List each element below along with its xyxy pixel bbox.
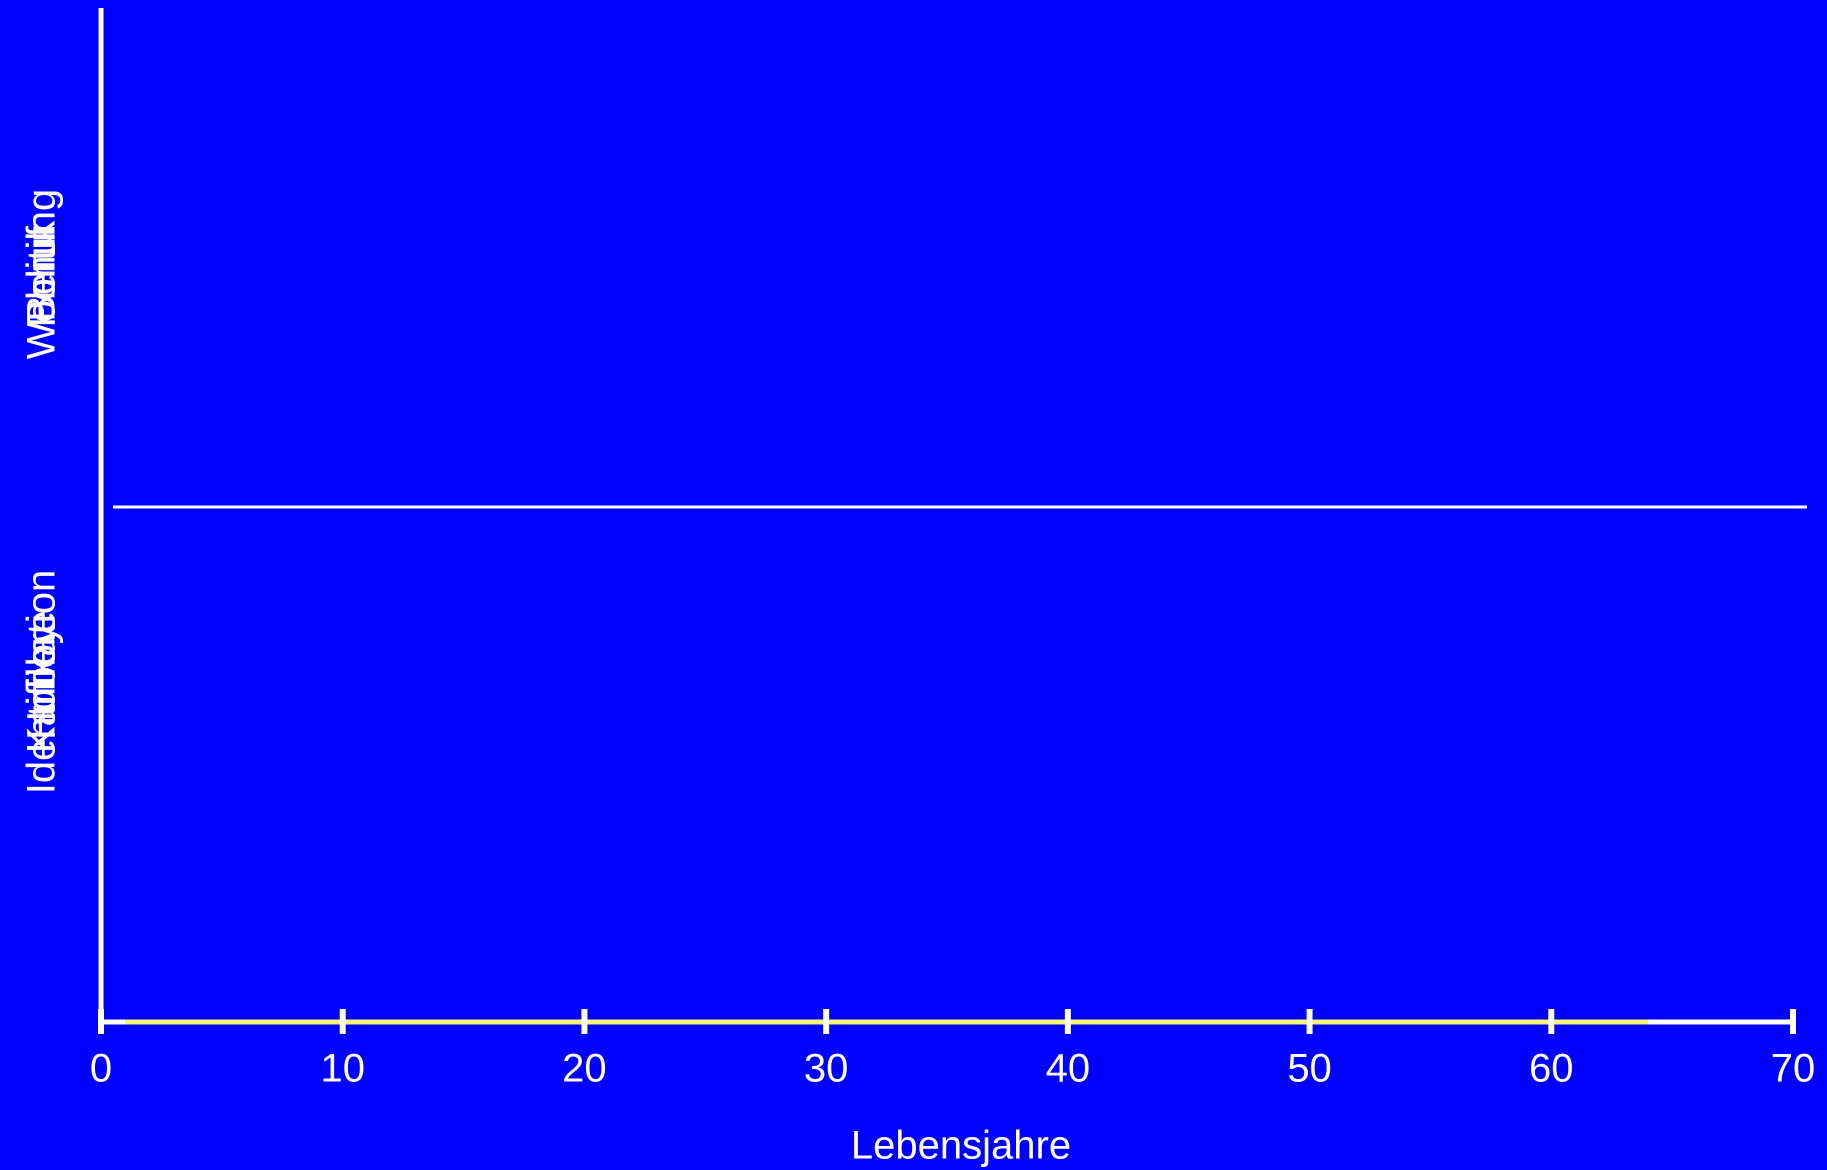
group-label: Wohnung xyxy=(20,189,64,360)
x-tick-label: 10 xyxy=(320,1047,365,1091)
group-label: Karriere xyxy=(20,611,64,753)
x-tick-label: 50 xyxy=(1287,1047,1332,1091)
x-tick-label: 60 xyxy=(1529,1047,1574,1091)
x-tick-label: 0 xyxy=(90,1047,112,1091)
x-tick-label: 20 xyxy=(562,1047,607,1091)
group-label: Politik xyxy=(20,220,64,328)
x-axis-label: Lebensjahre xyxy=(851,1124,1071,1168)
x-tick-label: 40 xyxy=(1046,1047,1091,1091)
x-tick-label: 70 xyxy=(1771,1047,1816,1091)
group-label: Hobby xyxy=(20,624,64,740)
group-label: Beruf xyxy=(20,225,64,321)
x-tick-label: 30 xyxy=(804,1047,849,1091)
group-label: Identifikation xyxy=(20,570,64,795)
